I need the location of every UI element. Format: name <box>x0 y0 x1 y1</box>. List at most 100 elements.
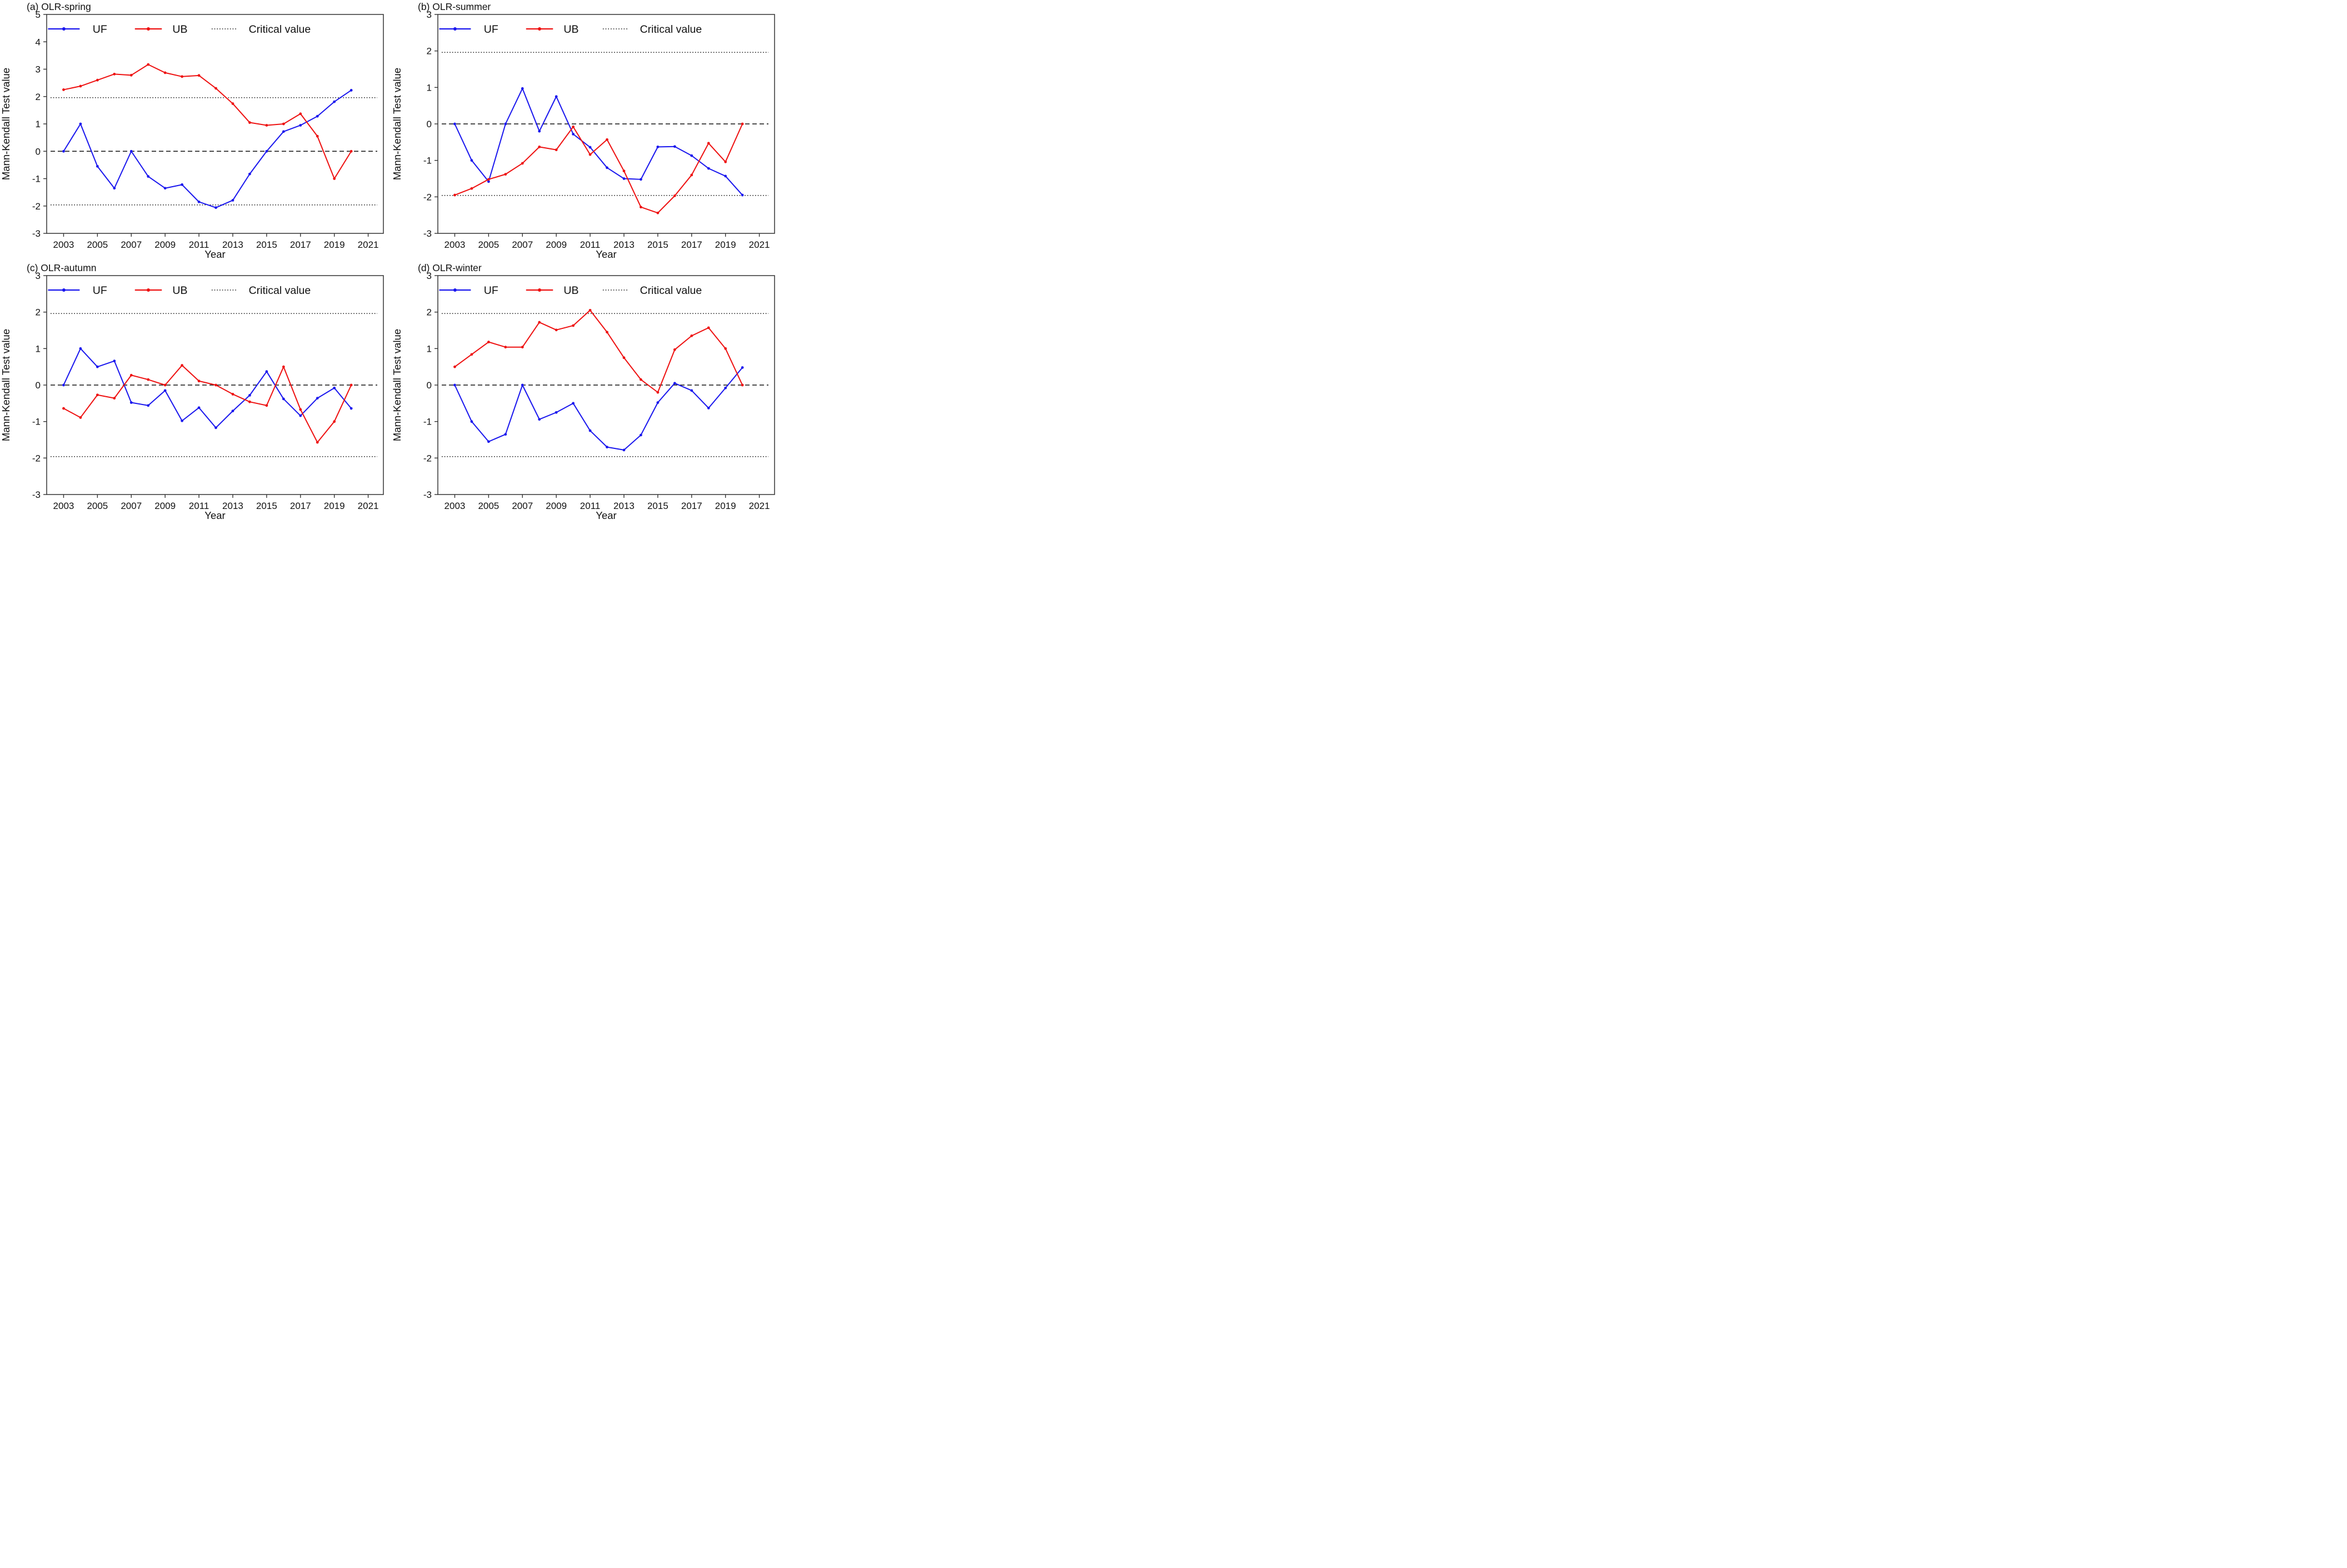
chart-olr-spring: (a) OLR-spring Year Mann-Kendall Test va… <box>0 1 384 260</box>
x-tick-label: 2015 <box>256 501 277 511</box>
x-tick-label: 2019 <box>715 501 736 511</box>
y-tick-label: -1 <box>32 174 41 184</box>
uf-data-point <box>96 164 99 168</box>
x-tick-label: 2019 <box>324 239 345 250</box>
uf-data-point <box>181 419 184 422</box>
legend-ub-marker <box>147 288 151 292</box>
x-tick-label: 2011 <box>189 501 209 511</box>
uf-data-point <box>214 206 217 209</box>
legend-ub-marker <box>147 27 151 31</box>
uf-line <box>63 89 352 208</box>
x-tick-label: 2017 <box>681 501 702 511</box>
legend-ub-label: UB <box>563 284 578 297</box>
panel-title: (c) OLR-autumn <box>27 262 96 273</box>
y-tick-label: -3 <box>423 228 432 239</box>
y-tick-label: -3 <box>423 490 432 500</box>
x-tick-label: 2007 <box>512 239 533 250</box>
uf-data-point <box>656 145 660 148</box>
legend-critical-label: Critical value <box>249 284 311 297</box>
x-tick-label: 2005 <box>87 239 108 250</box>
uf-data-point <box>504 433 507 436</box>
uf-data-point <box>453 383 456 387</box>
uf-data-point <box>622 177 626 180</box>
uf-data-point <box>248 172 251 176</box>
x-tick-label: 2003 <box>53 501 74 511</box>
y-tick-label: -2 <box>423 192 432 202</box>
uf-data-point <box>147 175 150 178</box>
legend-ub-label: UB <box>563 23 578 36</box>
ub-data-point <box>214 383 217 387</box>
legend-ub-label: UB <box>172 23 187 36</box>
ub-data-point <box>349 149 353 153</box>
uf-data-point <box>265 149 268 153</box>
uf-data-point <box>521 383 524 387</box>
y-axis-label: Mann-Kendall Test value <box>391 329 403 441</box>
ub-data-point <box>349 383 353 387</box>
y-tick-label: 1 <box>36 119 41 129</box>
ub-data-point <box>707 142 710 145</box>
uf-data-point <box>724 386 727 389</box>
uf-line <box>454 367 743 451</box>
uf-data-point <box>299 124 302 127</box>
ub-data-point <box>690 334 693 337</box>
ub-data-point <box>214 87 217 90</box>
ub-data-point <box>62 407 65 410</box>
uf-data-point <box>470 420 473 423</box>
ub-data-point <box>724 347 727 350</box>
uf-data-point <box>707 167 710 170</box>
uf-data-point <box>333 386 336 389</box>
panel-olr-winter: (d) OLR-winter Year Mann-Kendall Test va… <box>391 261 782 522</box>
ub-data-point <box>673 348 676 351</box>
legend-uf-label: UF <box>93 23 107 36</box>
ub-data-point <box>62 88 65 91</box>
legend-uf-label: UF <box>484 284 498 297</box>
legend-critical-label: Critical value <box>640 23 702 36</box>
ub-data-point <box>181 364 184 367</box>
ub-data-point <box>622 356 626 359</box>
y-tick-label: 2 <box>36 92 41 102</box>
uf-data-point <box>707 406 710 410</box>
y-tick-label: -3 <box>32 490 41 500</box>
ub-data-point <box>673 194 676 197</box>
ub-data-point <box>96 78 99 82</box>
ub-data-point <box>538 321 541 324</box>
ub-data-point <box>640 378 642 381</box>
ub-data-point <box>231 102 234 105</box>
ub-data-point <box>129 373 133 377</box>
x-tick-label: 2005 <box>87 501 108 511</box>
mann-kendall-figure: (a) OLR-spring Year Mann-Kendall Test va… <box>0 0 782 523</box>
y-tick-label: 0 <box>427 380 432 391</box>
ub-data-point <box>640 206 642 209</box>
panel-title: (d) OLR-winter <box>418 262 482 273</box>
uf-data-point <box>265 370 268 373</box>
x-tick-label: 2021 <box>749 501 770 511</box>
ub-data-point <box>588 308 592 312</box>
legend-ub-marker <box>538 288 542 292</box>
x-tick-label: 2007 <box>121 501 142 511</box>
ub-data-point <box>453 193 456 197</box>
y-tick-label: -1 <box>423 156 432 166</box>
ub-data-point <box>79 84 82 88</box>
x-tick-label: 2013 <box>222 501 243 511</box>
x-tick-label: 2007 <box>512 501 533 511</box>
ub-data-point <box>504 346 507 349</box>
uf-data-point <box>640 178 642 181</box>
y-tick-label: -1 <box>32 417 41 427</box>
x-tick-label: 2011 <box>580 501 601 511</box>
uf-data-point <box>333 100 336 103</box>
x-axis-label: Year <box>596 248 616 260</box>
chart-olr-winter: (d) OLR-winter Year Mann-Kendall Test va… <box>391 262 775 521</box>
x-tick-label: 2009 <box>546 501 567 511</box>
uf-data-point <box>316 397 319 400</box>
uf-data-point <box>521 87 524 90</box>
uf-data-point <box>349 407 353 410</box>
ub-data-point <box>741 383 744 387</box>
ub-data-point <box>79 416 82 419</box>
x-tick-label: 2013 <box>613 501 635 511</box>
uf-data-point <box>555 95 558 98</box>
plot-area: -3 -2 -1 0 1 2 3 4 5 2003 2005 2007 2009 2011 2013 2015… <box>32 9 384 250</box>
uf-data-point <box>299 414 302 417</box>
uf-data-point <box>588 429 592 432</box>
y-tick-label: 5 <box>36 9 41 20</box>
ub-data-point <box>163 71 167 74</box>
